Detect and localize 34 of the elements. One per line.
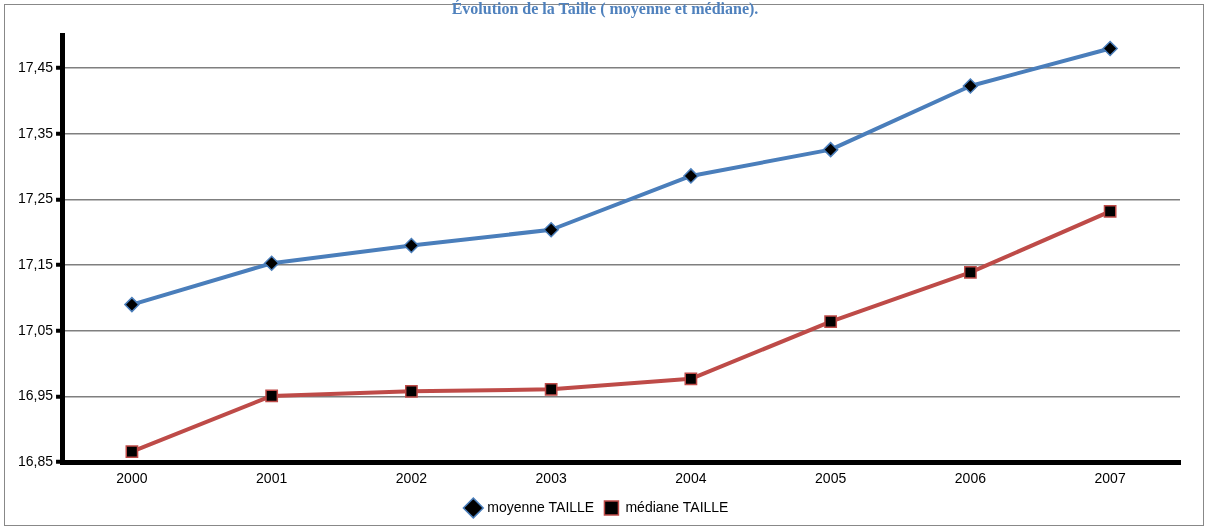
point: [263, 255, 280, 271]
point: [265, 389, 279, 403]
point: [822, 141, 839, 158]
y-tick-label: 17,25: [17, 190, 54, 207]
point: [544, 382, 558, 396]
point: [403, 237, 420, 254]
x-tick-label: 2006: [954, 470, 987, 487]
x-tick-label: 2002: [395, 470, 428, 487]
x-tick-label: 2004: [675, 470, 707, 487]
y-tick-label: 17,45: [17, 59, 54, 76]
point: [404, 384, 418, 398]
point: [543, 222, 559, 238]
point: [125, 445, 139, 459]
point: [824, 315, 838, 329]
chart-title: Évolution de la Taille ( moyenne et médiane).: [450, 0, 760, 18]
point: [683, 168, 699, 184]
x-tick-label: 2003: [535, 470, 567, 487]
y-tick-label: 17,35: [17, 124, 54, 141]
x-tick-label: 2000: [116, 470, 148, 487]
point: [684, 372, 698, 386]
y-tick-label: 16,95: [17, 387, 54, 404]
legend-label: médiane TAILLE: [625, 498, 729, 515]
x-tick-label: 2001: [256, 470, 288, 487]
x-tick-label: 2007: [1094, 470, 1126, 487]
y-tick-label: 16,85: [17, 453, 54, 470]
y-tick-label: 17,05: [17, 321, 54, 338]
y-tick-label: 17,15: [17, 256, 54, 273]
point: [124, 296, 140, 313]
point: [963, 266, 977, 279]
point: [962, 78, 979, 94]
legend-label: moyenne TAILLE: [487, 498, 595, 515]
x-tick-label: 2005: [815, 470, 847, 487]
point: [1102, 40, 1118, 57]
point: [1103, 204, 1117, 218]
